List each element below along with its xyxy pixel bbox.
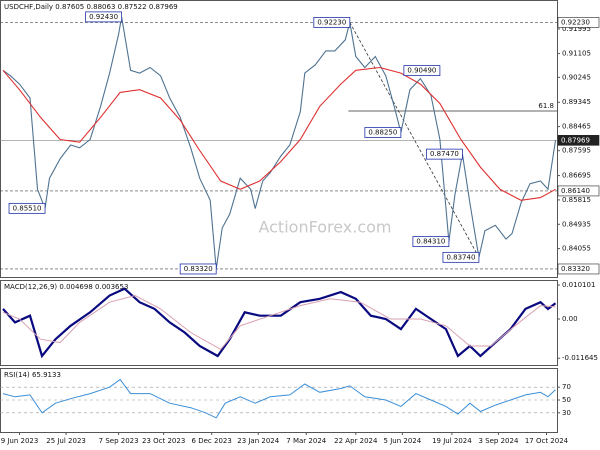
level-label: 0.92230 — [561, 18, 590, 26]
annotation-box — [412, 236, 450, 247]
x-tick-label: 7 Sep 2023 — [99, 437, 139, 445]
annotation-box — [313, 17, 351, 28]
y-tick-label: 0.00 — [562, 315, 578, 323]
x-tick-label: 19 Jul 2024 — [432, 437, 472, 445]
x-tick-label: 6 Dec 2023 — [192, 437, 232, 445]
level-label: 0.83320 — [561, 265, 590, 273]
macd-panel — [0, 280, 558, 366]
x-tick-label: 3 Sep 2024 — [478, 437, 518, 445]
y-tick-label: 0.90245 — [562, 73, 591, 81]
level-label: 0.87969 — [561, 136, 590, 144]
annotation-label: 0.84310 — [416, 238, 445, 246]
y-tick-label: 0.010101 — [562, 281, 595, 289]
annotation-box — [85, 11, 123, 23]
annotation-label: 0.87470 — [430, 150, 459, 158]
annotation-label: 0.83320 — [184, 265, 213, 273]
y-tick-label: 50 — [562, 396, 571, 404]
annotation-label: 0.88250 — [368, 129, 397, 137]
level-box — [557, 185, 600, 197]
level-label: 0.86140 — [561, 187, 590, 195]
price-panel — [0, 0, 558, 278]
x-tick-label: 23 Jan 2024 — [237, 437, 280, 445]
rsi-panel — [0, 368, 558, 433]
panel-title: MACD(12,26,9) 0.004698 0.003653 — [4, 283, 128, 291]
y-tick-label: 0.84935 — [562, 220, 591, 228]
annotation-label: 0.83740 — [446, 253, 475, 261]
y-tick-label: 0.84055 — [562, 245, 591, 253]
y-tick-label: 0.87595 — [562, 147, 591, 155]
annotation-label: 0.90490 — [407, 67, 436, 75]
annotation-box — [403, 65, 441, 76]
watermark: ActionForex.com — [258, 218, 391, 237]
annotation-box — [426, 148, 463, 160]
level-box — [557, 263, 600, 275]
x-tick-label: 5 Jun 2024 — [384, 437, 422, 445]
y-tick-label: 0.91995 — [562, 25, 591, 33]
y-tick-label: 0.91105 — [562, 50, 591, 58]
panel-title: RSI(14) 65.9133 — [4, 371, 61, 379]
y-tick-label: 0.86695 — [562, 172, 591, 180]
y-tick-label: -0.011645 — [562, 354, 598, 362]
y-tick-label: 0.89345 — [562, 98, 591, 106]
annotation-label: 0.92230 — [317, 18, 346, 26]
annotation-box — [8, 202, 46, 214]
series-line — [2, 378, 556, 419]
x-tick-label: 9 Jun 2023 — [1, 437, 39, 445]
panel-title: USDCHF,Daily 0.87605 0.88063 0.87522 0.8… — [4, 3, 178, 11]
y-tick-label: 0.88465 — [562, 123, 591, 131]
level-box — [557, 135, 600, 146]
annotation-box — [442, 251, 480, 263]
y-tick-label: 70 — [562, 383, 571, 391]
y-tick-label: 30 — [562, 409, 571, 417]
series-line — [2, 16, 557, 270]
x-tick-label: 23 Oct 2023 — [142, 437, 185, 445]
y-tick-label: 0.85815 — [562, 196, 591, 204]
x-tick-label: 22 Apr 2024 — [334, 437, 378, 445]
annotation-box — [364, 127, 402, 138]
series-line — [2, 294, 556, 350]
level-box — [557, 17, 600, 28]
x-tick-label: 25 Jul 2023 — [46, 437, 86, 445]
x-tick-label: 7 Mar 2024 — [286, 437, 326, 445]
annotation-label: 0.85510 — [13, 204, 42, 212]
x-tick-label: 17 Oct 2024 — [525, 437, 569, 445]
fib-label: 61.8 — [538, 102, 554, 110]
annotation-box — [179, 263, 217, 275]
annotation-label: 0.92430 — [89, 13, 118, 21]
series-line — [2, 66, 556, 201]
